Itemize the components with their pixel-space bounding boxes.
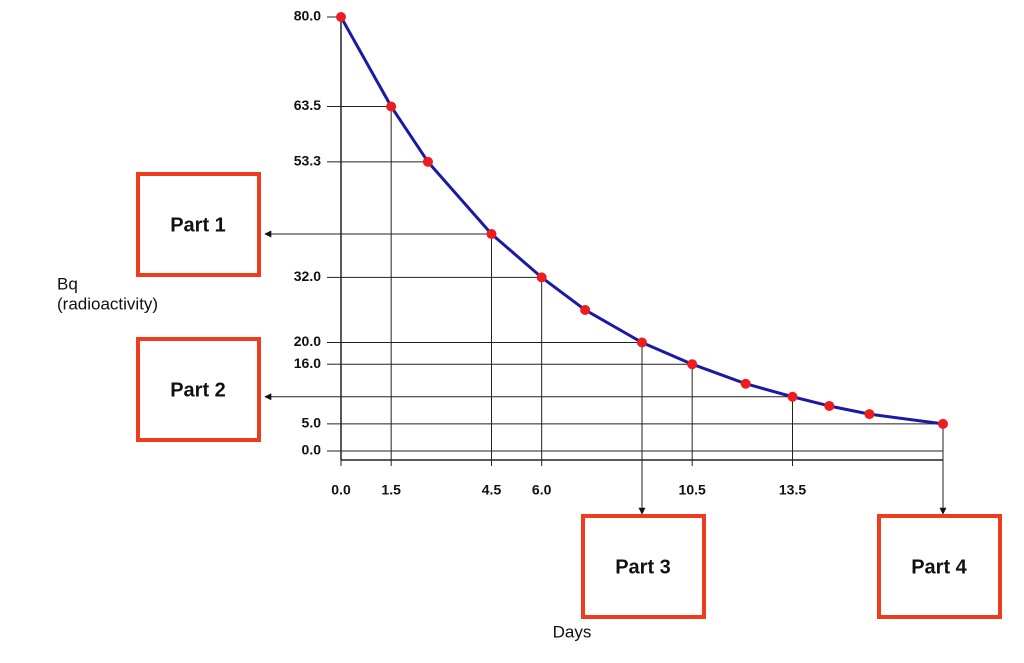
y-tick-label: 16.0 [294, 355, 321, 371]
data-point [864, 409, 875, 420]
y-axis-label: (radioactivity) [57, 294, 158, 313]
annotation-label: Part 3 [615, 556, 671, 578]
data-point [336, 12, 346, 22]
x-tick-label: 0.0 [331, 482, 351, 498]
y-tick-label: 80.0 [294, 8, 321, 24]
data-point [740, 378, 751, 389]
y-axis-label: Bq [57, 274, 78, 293]
annotation-box [136, 337, 261, 442]
x-axis-label: Days [553, 622, 592, 641]
y-tick-label: 53.3 [294, 153, 321, 169]
annotation-box [136, 172, 261, 277]
annotation-label: Part 1 [170, 214, 226, 236]
data-point [938, 418, 948, 429]
y-tick-label: 0.0 [302, 442, 322, 458]
x-tick-label: 4.5 [482, 482, 502, 498]
data-point [824, 400, 835, 411]
data-point [422, 156, 433, 167]
x-tick-label: 6.0 [532, 482, 552, 498]
x-tick-label: 13.5 [779, 482, 806, 498]
y-tick-label: 5.0 [302, 415, 322, 431]
data-point [486, 229, 497, 239]
y-tick-label: 32.0 [294, 268, 321, 284]
annotation-box [877, 514, 1002, 619]
annotation-box [581, 514, 706, 619]
annotation-label: Part 4 [911, 556, 967, 578]
data-point [687, 359, 698, 370]
data-point [536, 272, 547, 283]
data-point [787, 391, 798, 402]
annotation-label: Part 2 [170, 379, 226, 401]
data-point [386, 101, 397, 112]
data-point [580, 304, 591, 315]
y-tick-label: 63.5 [294, 97, 321, 113]
x-tick-label: 1.5 [381, 482, 401, 498]
x-tick-label: 10.5 [679, 482, 706, 498]
y-tick-label: 20.0 [294, 333, 321, 349]
data-point [637, 337, 647, 348]
